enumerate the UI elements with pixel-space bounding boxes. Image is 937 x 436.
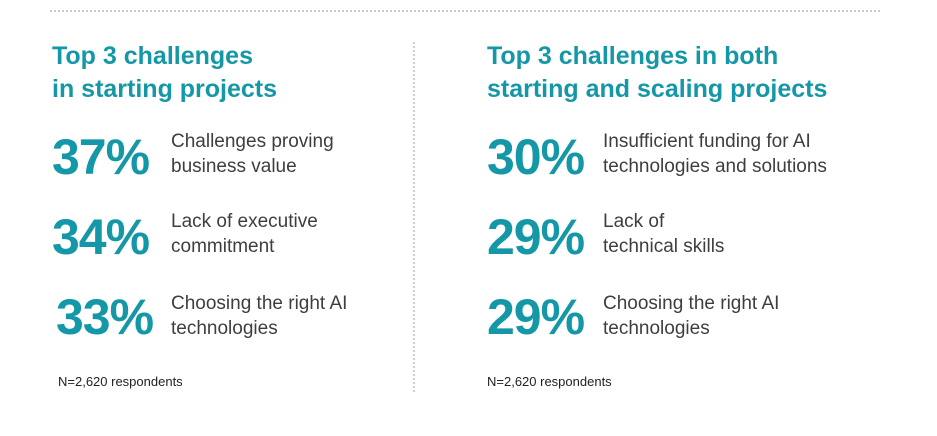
stat-description: Insufficient funding for AI technologies… (603, 129, 827, 179)
starting-challenges-panel: Top 3 challenges in starting projects 37… (52, 40, 402, 389)
stat-row: 34% (52, 209, 150, 265)
stat-description: Lack of technical skills (603, 209, 724, 259)
heading-line-1: Top 3 challenges in both (487, 42, 779, 70)
stat-description: Choosing the right AI technologies (171, 291, 347, 341)
stat-percentage: 33% (56, 289, 154, 345)
stat-percentage: 37% (52, 129, 150, 185)
stat-row: 33% (56, 289, 154, 345)
stat-description-line: Insufficient funding for AI (603, 131, 811, 152)
stat-percentage: 30% (487, 129, 585, 185)
respondents-note: N=2,620 respondents (487, 374, 612, 389)
stat-description: Lack of executive commitment (171, 209, 318, 259)
stat-description-line: technologies (171, 318, 278, 339)
stat-description-line: technologies and solutions (603, 156, 827, 177)
heading-line-2: in starting projects (52, 75, 278, 103)
stat-row: 37% (52, 129, 150, 185)
starting-scaling-challenges-panel: Top 3 challenges in both starting and sc… (487, 40, 907, 389)
stat-description: Choosing the right AI technologies (603, 291, 779, 341)
stat-description-line: technologies (603, 318, 710, 339)
stat-row: 30% (487, 129, 585, 185)
stat-description-line: commitment (171, 236, 275, 257)
stat-description-line: business value (171, 156, 297, 177)
stat-description-line: technical skills (603, 236, 725, 257)
stat-description-line: Choosing the right AI (603, 293, 780, 314)
respondents-note: N=2,620 respondents (58, 374, 183, 389)
heading-line-1: Top 3 challenges (52, 42, 253, 70)
stat-percentage: 34% (52, 209, 150, 265)
starting-scaling-challenges-heading: Top 3 challenges in both starting and sc… (487, 40, 907, 106)
stat-row: 29% (487, 209, 585, 265)
stat-description-line: Challenges proving (171, 131, 334, 152)
stat-description-line: Lack of (603, 211, 665, 232)
stat-description-line: Choosing the right AI (171, 293, 348, 314)
column-divider (413, 42, 415, 392)
stat-percentage: 29% (487, 209, 585, 265)
stat-row: 29% (487, 289, 585, 345)
stat-percentage: 29% (487, 289, 585, 345)
stat-description-line: Lack of executive (171, 211, 318, 232)
heading-line-2: starting and scaling projects (487, 75, 828, 103)
top-divider (50, 10, 880, 12)
stat-description: Challenges proving business value (171, 129, 334, 179)
starting-challenges-heading: Top 3 challenges in starting projects (52, 40, 402, 106)
